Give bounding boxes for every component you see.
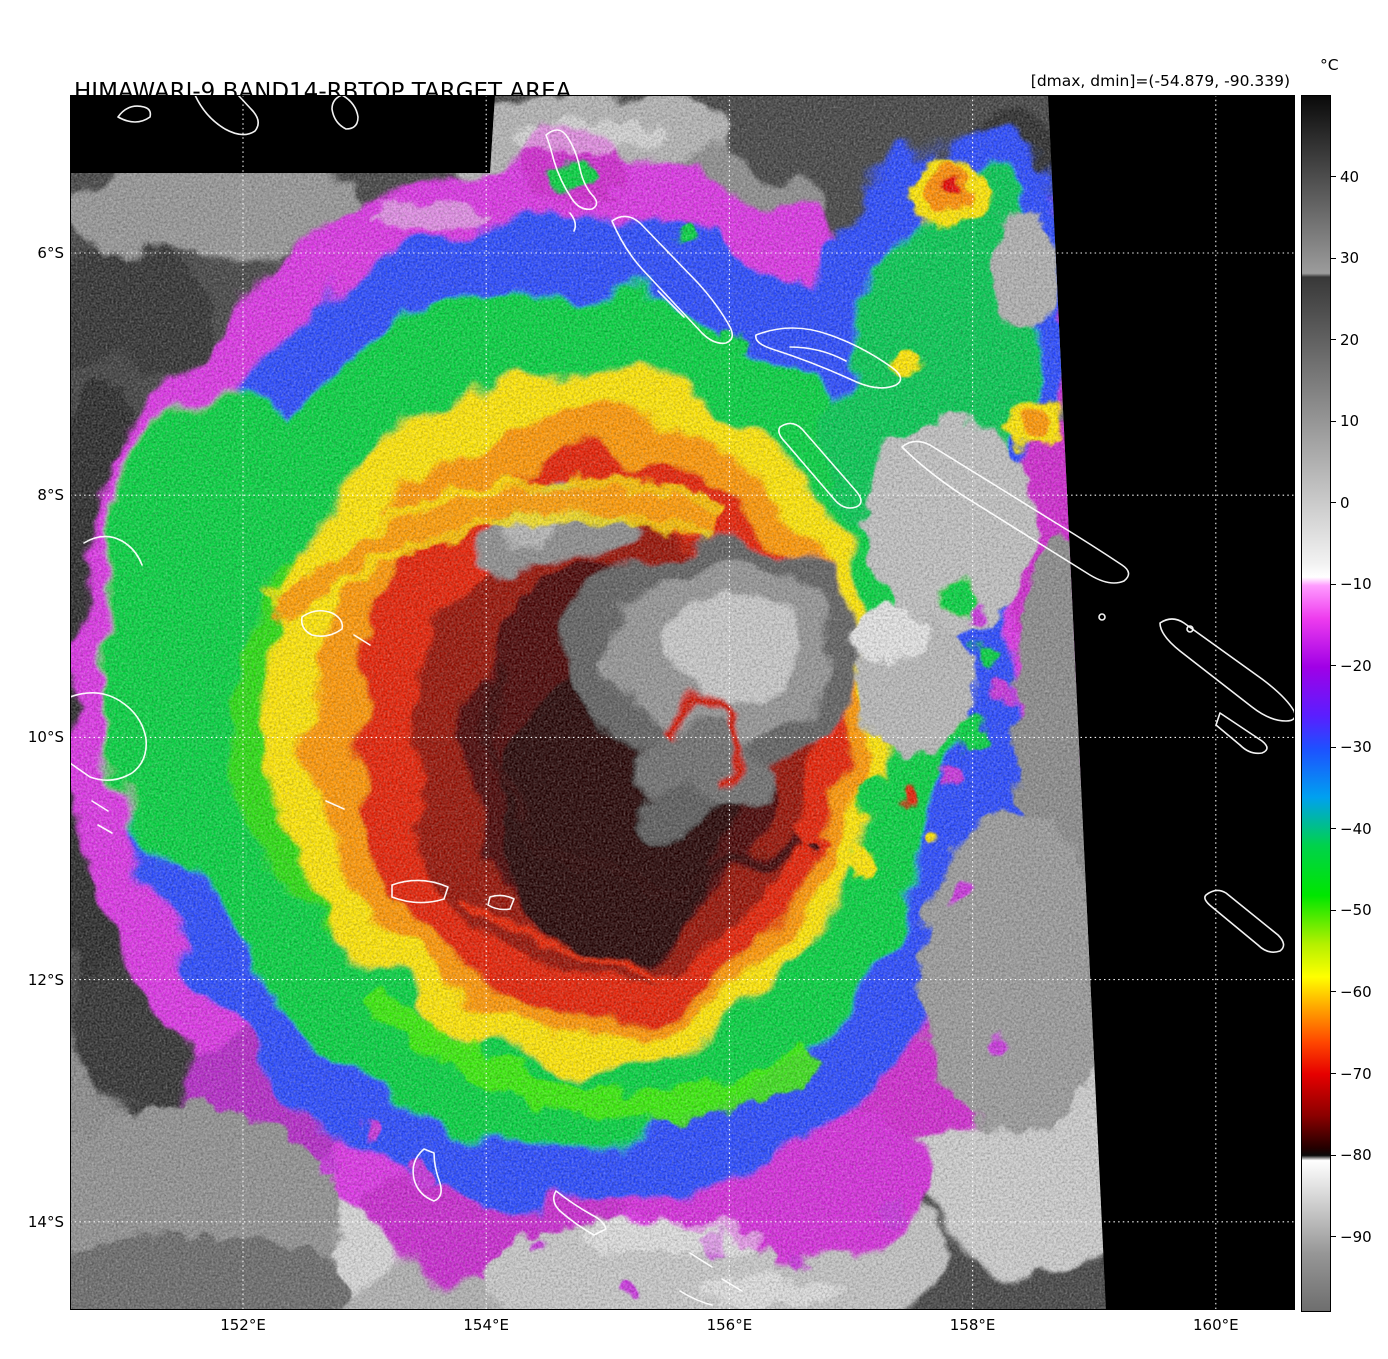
lat-axis-label: 6°S [37, 244, 64, 262]
colorbar-tick-mark [1331, 339, 1336, 341]
colorbar-tick-label: −50 [1340, 901, 1372, 920]
colorbar-tick-mark [1331, 746, 1336, 748]
lat-axis-label: 12°S [27, 970, 64, 989]
colorbar-tick-label: 30 [1340, 249, 1360, 268]
lon-axis-label: 156°E [706, 1316, 753, 1334]
colorbar-tick-label: −80 [1340, 1146, 1372, 1165]
satellite-image [70, 95, 1295, 1310]
lat-axis-label: 10°S [27, 728, 64, 747]
colorbar-tick-label: −70 [1340, 1064, 1372, 1083]
colorbar [1301, 95, 1331, 1312]
colorbar-tick-mark [1331, 1073, 1336, 1075]
lon-axis-label: 158°E [949, 1316, 996, 1334]
lon-axis-label: 154°E [463, 1316, 509, 1334]
colorbar-tick-mark [1331, 420, 1336, 422]
colorbar-tick-label: −30 [1340, 738, 1372, 757]
colorbar-tick-label: −40 [1340, 819, 1372, 838]
colorbar-tick-label: 40 [1340, 167, 1360, 186]
colorbar-tick-mark [1331, 583, 1336, 585]
lat-axis-label: 14°S [27, 1212, 64, 1231]
colorbar-unit-label: °C [1320, 56, 1339, 74]
colorbar-tick-mark [1331, 991, 1336, 993]
colorbar-tick-label: −90 [1340, 1227, 1372, 1246]
colorbar-tick-label: 0 [1340, 493, 1350, 512]
lat-axis-label: 8°S [37, 486, 64, 505]
colorbar-tick-label: 10 [1340, 412, 1360, 431]
colorbar-tick-label: −60 [1340, 982, 1372, 1001]
colorbar-tick-label: −10 [1340, 575, 1372, 594]
figure-title: HIMAWARI-9 BAND14-RBTOP TARGET AREA [74, 79, 572, 105]
gridlines [70, 95, 1295, 1310]
coastlines [70, 95, 1295, 1306]
colorbar-tick-mark [1331, 909, 1336, 911]
satellite-plot: Copyright © 2020-2026 Dapiya [70, 95, 1295, 1310]
plot-frame [70, 95, 1295, 1310]
colorbar-tick-mark [1331, 257, 1336, 259]
lon-axis-label: 152°E [220, 1316, 266, 1334]
colorbar-tick-mark [1331, 665, 1336, 667]
colorbar-tick-label: 20 [1340, 330, 1360, 349]
colorbar-tick-mark [1331, 828, 1336, 830]
dmax-dmin-readout: [dmax, dmin]=(-54.879, -90.339) [1030, 72, 1290, 90]
colorbar-tick-mark [1331, 1236, 1336, 1238]
lon-axis-label: 160°E [1192, 1316, 1239, 1334]
colorbar-tick-mark [1331, 1154, 1336, 1156]
colorbar-tick-mark [1331, 176, 1336, 178]
colorbar-tick-mark [1331, 502, 1336, 504]
colorbar-tick-label: −20 [1340, 656, 1372, 675]
